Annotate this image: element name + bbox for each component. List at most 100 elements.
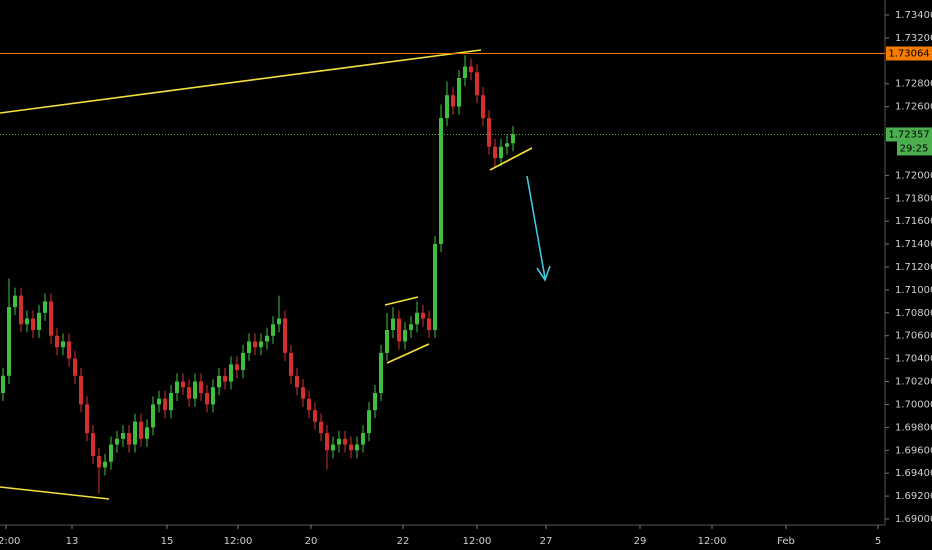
- y-tick-label: 1.69800: [895, 422, 932, 433]
- trend-line: [0, 49, 482, 114]
- y-tick-label: 1.72600: [895, 102, 932, 113]
- candle-body: [337, 438, 341, 445]
- candle-body: [289, 352, 293, 376]
- candle-body: [403, 330, 407, 342]
- candle-body: [385, 330, 389, 353]
- price-label: 1.72357: [888, 129, 929, 140]
- candle-body: [187, 387, 191, 399]
- countdown-box: [897, 141, 932, 156]
- y-tick-label: 1.71200: [895, 262, 932, 273]
- x-tick-label: Feb: [777, 536, 795, 547]
- y-tick-label: 1.70800: [895, 308, 932, 319]
- candle-body: [1, 375, 5, 393]
- flag-line: [386, 343, 430, 364]
- plot-area: [1, 55, 515, 494]
- x-tick-label: 27: [540, 536, 553, 547]
- y-tick-label: 1.71600: [895, 216, 932, 227]
- candle-body: [511, 134, 515, 144]
- candle-body: [133, 421, 137, 445]
- y-tick-label: 1.69600: [895, 445, 932, 456]
- x-tick-label: 22: [397, 536, 410, 547]
- candle-body: [331, 444, 335, 451]
- candle-body: [313, 410, 317, 422]
- candle-body: [439, 118, 443, 245]
- x-tick-label: 12:00: [0, 536, 20, 547]
- trend-line: [489, 147, 533, 171]
- y-tick-label: 1.70600: [895, 331, 932, 342]
- candle-body: [145, 427, 149, 439]
- candle-body: [175, 381, 179, 393]
- candle-body: [379, 352, 383, 393]
- drawings: [0, 49, 551, 500]
- candle-body: [271, 324, 275, 336]
- y-tick-label: 1.69400: [895, 468, 932, 479]
- candle-body: [253, 341, 257, 348]
- candle-body: [169, 393, 173, 411]
- candle-body: [475, 72, 479, 96]
- candle-body: [91, 433, 95, 456]
- x-tick-label: 12:00: [463, 536, 492, 547]
- candle-body: [25, 318, 29, 325]
- candle-body: [127, 433, 131, 445]
- y-tick-label: 1.70000: [895, 399, 932, 410]
- candle-body: [115, 438, 119, 445]
- candle-body: [211, 387, 215, 405]
- candle-body: [151, 404, 155, 428]
- y-tick-label: 1.71400: [895, 239, 932, 250]
- candle-body: [445, 95, 449, 119]
- candle-body: [457, 78, 461, 107]
- trend-line: [0, 486, 110, 500]
- candle-body: [295, 375, 299, 388]
- x-tick-label: 20: [305, 536, 318, 547]
- x-tick-label: 13: [66, 536, 79, 547]
- y-tick-label: 1.73400: [895, 10, 932, 21]
- candle-body: [349, 444, 353, 451]
- candle-body: [319, 421, 323, 434]
- candle-body: [487, 118, 491, 147]
- candle-body: [505, 143, 509, 147]
- x-tick-label: 5: [875, 536, 881, 547]
- y-tick-label: 1.71800: [895, 193, 932, 204]
- candle-body: [85, 404, 89, 434]
- candle-body: [7, 307, 11, 376]
- y-tick-label: 1.70200: [895, 377, 932, 388]
- y-tick-label: 1.69200: [895, 491, 932, 502]
- x-tick-label: 12:00: [698, 536, 727, 547]
- candle-body: [157, 398, 161, 405]
- price-label: 1.73064: [888, 48, 929, 59]
- candle-body: [421, 312, 425, 319]
- candle-body: [79, 375, 83, 405]
- candle-body: [67, 341, 71, 359]
- arrow: [526, 175, 551, 282]
- candle-body: [415, 312, 419, 325]
- candle-body: [121, 433, 125, 439]
- candle-body: [307, 398, 311, 411]
- candle-body: [493, 146, 497, 159]
- candle-body: [205, 393, 209, 405]
- price-label-box: [886, 127, 932, 142]
- candle-body: [343, 438, 347, 445]
- x-tick-label: 15: [161, 536, 174, 547]
- x-tick-label: 29: [634, 536, 647, 547]
- candle-body: [55, 335, 59, 348]
- candle-body: [463, 66, 467, 78]
- candle-body: [139, 421, 143, 439]
- candle-body: [97, 456, 101, 468]
- candle-body: [217, 375, 221, 388]
- candle-body: [409, 324, 413, 330]
- countdown-label: 29:25: [900, 143, 929, 154]
- candle-body: [481, 95, 485, 119]
- candle-body: [109, 444, 113, 462]
- candle-body: [193, 381, 197, 399]
- candle-body: [37, 312, 41, 330]
- flag-line: [384, 296, 419, 306]
- candle-body: [163, 398, 167, 411]
- candle-body: [391, 318, 395, 330]
- y-tick-label: 1.72000: [895, 170, 932, 181]
- candle-body: [499, 146, 503, 159]
- candle-body: [13, 295, 17, 308]
- candle-body: [229, 364, 233, 382]
